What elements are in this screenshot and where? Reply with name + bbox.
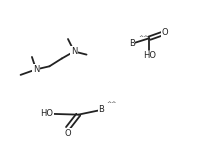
- Text: HO: HO: [41, 109, 54, 118]
- Text: O: O: [65, 129, 71, 138]
- Text: O: O: [162, 28, 168, 37]
- Text: N: N: [33, 65, 39, 74]
- Text: ^^: ^^: [138, 35, 149, 40]
- Text: B: B: [98, 105, 104, 115]
- Text: B: B: [129, 39, 135, 48]
- Text: HO: HO: [143, 51, 156, 60]
- Text: N: N: [71, 47, 77, 56]
- Text: ^^: ^^: [107, 101, 117, 106]
